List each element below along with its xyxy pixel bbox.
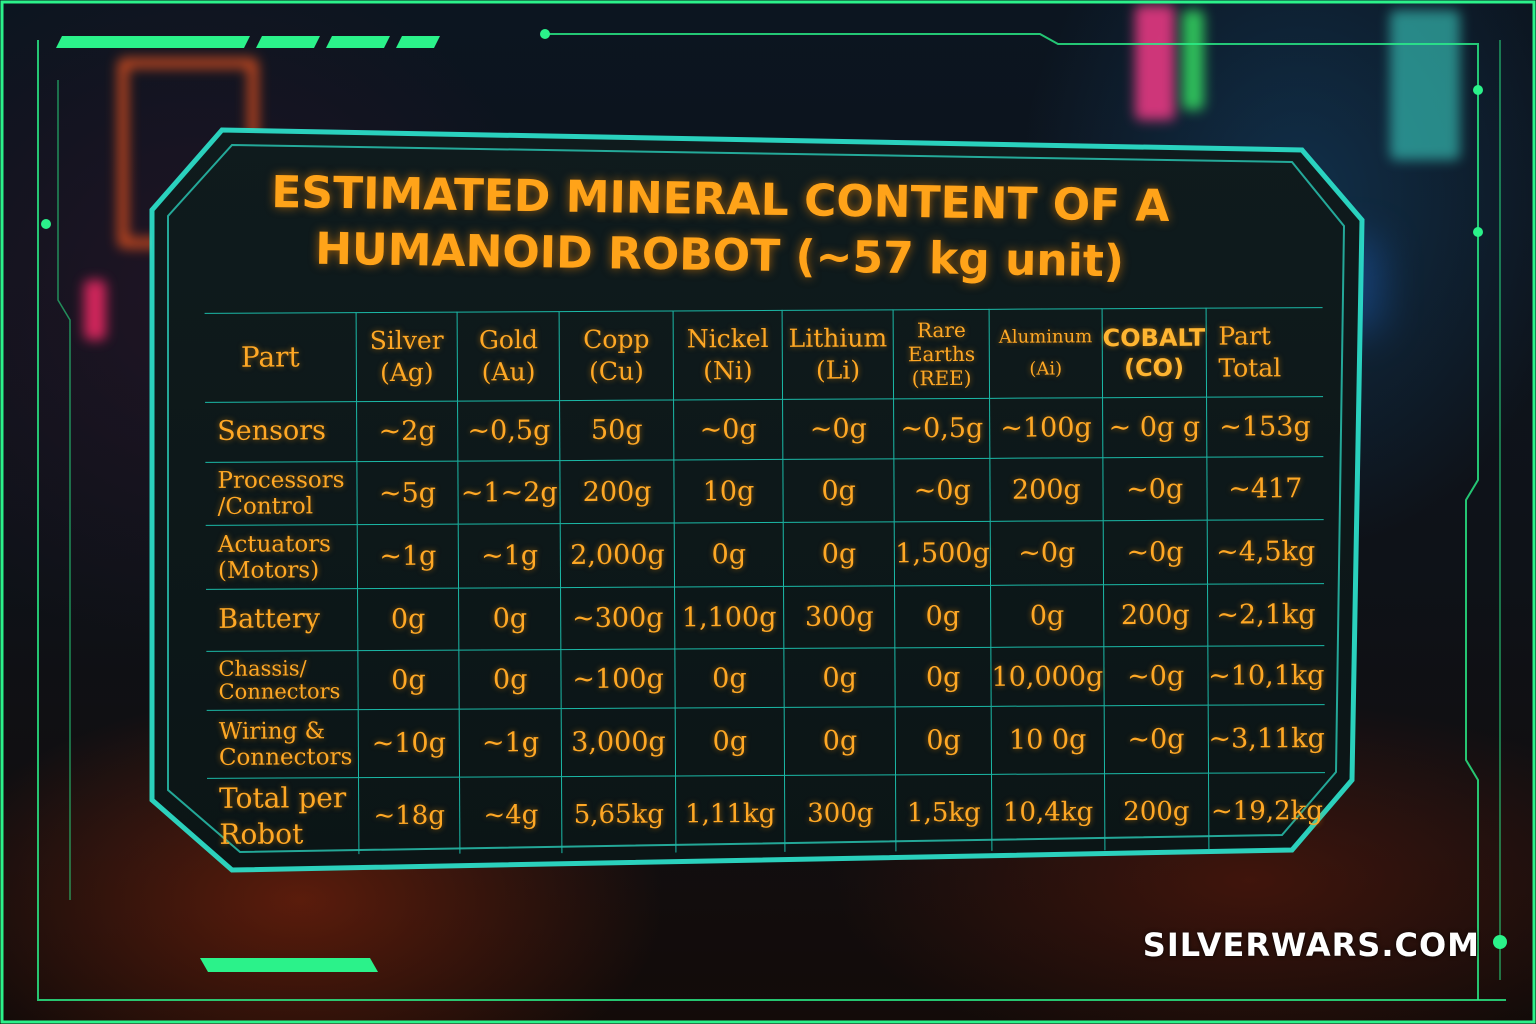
table-cell: 10,000g [990,646,1104,707]
table-cell: ~0g [1102,520,1208,585]
table-cell: ~100g [989,397,1103,458]
table-cell: 200g [1103,584,1208,647]
table-cell: ~1g [459,709,562,778]
header-cobalt: COBALT (CO) [1101,308,1207,398]
table-cell: 200g [989,457,1103,522]
table-cell: 200g [559,459,675,524]
table-cell: ~1g [356,524,459,589]
header-lithium: Lithium (Li) [781,309,894,400]
row-label: Processors/Control [205,461,357,526]
table-cell: 0g [357,649,460,711]
neon-light-green-top [1182,10,1204,110]
table-cell: 0g [895,647,992,708]
table-row: Sensors ~2g ~0,5g 50g ~0g ~0g ~0,5g ~100g ~ 0g g… [205,396,1324,463]
table-row: Chassis/Connectors 0g 0g ~100g 0g 0g 0g 10,000g… [206,645,1325,711]
row-label: Sensors [205,401,357,463]
table-cell: ~10,1kg [1207,645,1325,706]
table-cell: 300g [783,585,896,649]
table-cell: 0g [784,707,896,776]
total-row: Total per Robot ~18g ~4g 5,65kg 1,11kg 300g 1,5… [207,772,1326,855]
row-label: Chassis/Connectors [206,650,358,711]
mineral-table: Part Silver (Ag) Gold (Au) Copp (Cu) Nickel… [204,307,1326,855]
header-rare-earths: Rare Earths (REE) [893,309,990,399]
table-body: Sensors ~2g ~0,5g 50g ~0g ~0g ~0,5g ~100g ~ 0g g… [205,396,1326,855]
table-cell: 0g [458,587,561,650]
table-cell: ~0g [673,399,783,460]
table-cell: ~0g [894,457,991,523]
table-cell: ~2,1kg [1207,583,1325,647]
table-cell: ~0g [782,398,895,460]
neon-light-teal [1390,10,1460,160]
table-cell: 1,500g [894,521,991,586]
table-cell: ~2g [356,401,459,462]
brand-watermark: SILVERWARS.COM [1142,926,1480,964]
table-cell: 0g [783,522,895,587]
table-cell: ~4,5kg [1206,519,1325,585]
neon-light-pink-left [84,280,106,340]
table-cell: ~0,5g [457,400,560,461]
header-silver: Silver (Ag) [355,312,458,402]
table-cell: ~100g [560,648,676,710]
table-row: Wiring & Connectors ~10g ~1g 3,000g 0g 0g 0g 10 … [206,705,1326,779]
header-aluminum: Aluminum (Ai) [989,308,1103,399]
header-copper: Copp (Cu) [559,310,674,401]
table-cell: ~1g [458,523,561,589]
table-cell: 10,4kg [991,774,1105,851]
table-row: Actuators (Motors) ~1g ~1g 2,000g 0g 0g 1,500g ~… [205,519,1325,590]
row-label: Total per Robot [207,777,359,855]
table-cell: ~417 [1206,456,1324,521]
table-cell: ~0g [1103,705,1209,775]
table-cell: ~10g [357,709,460,778]
header-nickel: Nickel (Ni) [673,310,783,400]
table-cell: 0g [783,647,896,708]
table-cell: 1,5kg [895,774,992,852]
chart-title: ESTIMATED MINERAL CONTENT OF A HUMANOID … [219,164,1221,292]
row-label: Battery [206,588,358,652]
table-cell: 0g [674,648,785,709]
table-cell: 200g [1104,773,1209,851]
table-cell: ~ 0g g [1102,397,1207,458]
table-cell: ~18g [358,777,461,855]
table-cell: 300g [784,775,897,852]
table-cell: ~3,11kg [1207,705,1326,774]
table-cell: ~0g [1102,456,1207,522]
table-cell: 10 0g [991,706,1105,775]
table-cell: ~0g [990,521,1104,586]
table-header-row: Part Silver (Ag) Gold (Au) Copp (Cu) Nickel… [204,307,1324,403]
table-cell: 0g [782,458,895,523]
table-cell: ~0,5g [893,398,990,459]
table-cell: 0g [990,584,1104,648]
neon-light-pink-top [1135,5,1175,120]
table-cell: 0g [357,588,460,651]
table-cell: 1,100g [674,586,784,649]
table-row: Battery 0g 0g ~300g 1,100g 300g 0g 0g 200g ~2,1kg [206,583,1325,652]
table-cell: 0g [674,522,784,588]
table-cell: 5,65kg [561,776,677,854]
table-cell: 0g [895,706,992,776]
table-cell: 1,11kg [675,775,785,853]
table-cell: 3,000g [561,708,676,777]
table-cell: 0g [894,585,991,648]
table-cell: ~4g [459,776,563,854]
row-label: Actuators (Motors) [205,525,358,590]
table-cell: ~5g [356,460,459,526]
table-cell: 50g [559,399,674,461]
table-cell: ~300g [560,587,675,650]
table-cell: 0g [459,649,562,710]
table-cell: 10g [673,459,784,524]
header-part: Part [204,312,357,403]
table-cell: ~0g [1103,646,1208,707]
header-part-total: Part Total [1205,307,1324,398]
table-cell: 2,000g [560,523,675,588]
table-cell: ~153g [1206,396,1324,457]
table-cell: ~19,2kg [1208,772,1326,850]
header-gold: Gold (Au) [457,311,560,402]
table-cell: 0g [675,707,785,777]
row-label: Wiring & Connectors [206,710,359,779]
table-cell: ~1~2g [458,460,561,525]
table-row: Processors/Control ~5g ~1~2g 200g 10g 0g ~0g 20… [205,456,1324,526]
